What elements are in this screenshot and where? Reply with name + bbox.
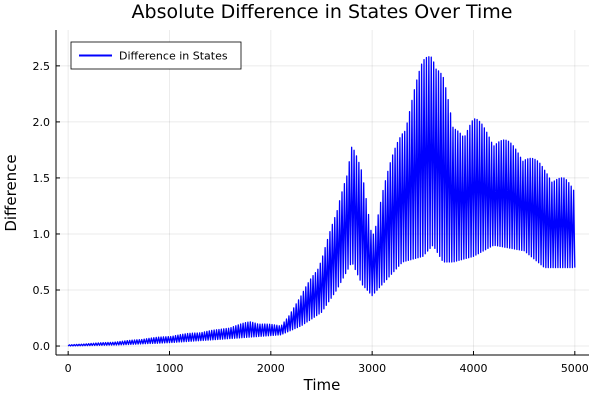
y-tick-label: 0.5 <box>33 284 51 297</box>
x-tick-label: 5000 <box>561 362 589 375</box>
y-tick-label: 1.0 <box>33 228 51 241</box>
chart-title: Absolute Difference in States Over Time <box>132 1 513 23</box>
y-ticks: 0.0 0.5 1.0 1.5 2.0 2.5 <box>33 60 60 353</box>
y-axis-label: Difference <box>2 154 20 231</box>
x-tick-label: 1000 <box>155 362 183 375</box>
y-tick-label: 1.5 <box>33 172 51 185</box>
x-tick-label: 0 <box>65 362 72 375</box>
y-tick-label: 0.0 <box>33 340 51 353</box>
axes <box>55 30 589 356</box>
series-group <box>67 56 576 347</box>
x-tick-label: 4000 <box>459 362 487 375</box>
x-tick-label: 3000 <box>358 362 386 375</box>
series-line-difference-in-states <box>67 56 576 347</box>
y-tick-label: 2.5 <box>33 60 51 73</box>
x-tick-label: 2000 <box>257 362 285 375</box>
legend-entry: Difference in States <box>119 50 228 63</box>
x-ticks: 0 1000 2000 3000 4000 5000 <box>65 351 589 375</box>
legend: Difference in States <box>70 41 242 70</box>
y-tick-label: 2.0 <box>33 116 51 129</box>
x-axis-label: Time <box>303 376 341 394</box>
